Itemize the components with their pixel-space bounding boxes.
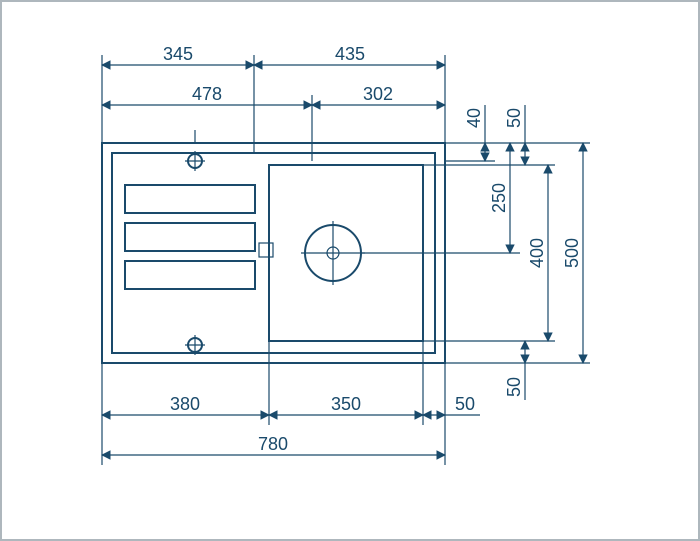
drain-circle <box>301 221 365 285</box>
dim-400: 400 <box>527 238 547 268</box>
dim-350: 350 <box>331 394 361 414</box>
dim-50-bottom: 50 <box>504 377 524 397</box>
dim-302: 302 <box>363 84 393 104</box>
dim-500: 500 <box>562 238 582 268</box>
page-border <box>1 1 699 540</box>
dim-780: 780 <box>258 434 288 454</box>
drawing-canvas: 345 435 478 302 40 50 250 400 500 50 380… <box>0 0 700 541</box>
dim-345: 345 <box>163 44 193 64</box>
dim-250: 250 <box>489 183 509 213</box>
dim-435: 435 <box>335 44 365 64</box>
drainer-grooves <box>125 185 255 289</box>
dim-50-top: 50 <box>504 108 524 128</box>
dim-380: 380 <box>170 394 200 414</box>
dim-40: 40 <box>464 108 484 128</box>
dim-50h: 50 <box>455 394 475 414</box>
dim-478: 478 <box>192 84 222 104</box>
